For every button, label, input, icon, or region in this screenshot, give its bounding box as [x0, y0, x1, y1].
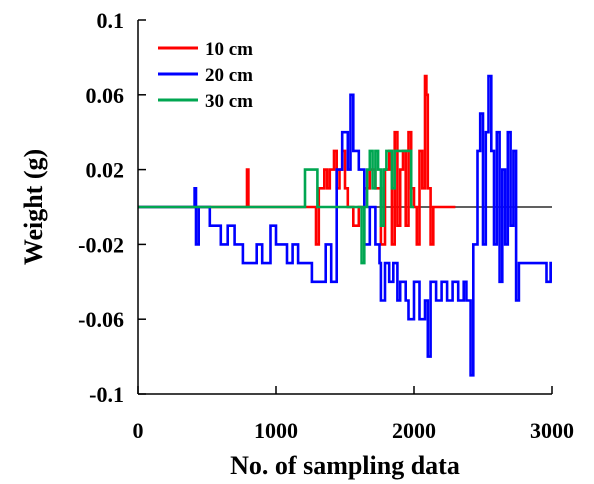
legend-label-2: 30 cm — [205, 91, 253, 112]
legend: 10 cm 20 cm 30 cm — [158, 39, 253, 112]
y-tick-label-0: 0.1 — [97, 8, 125, 33]
plot-area — [138, 74, 552, 377]
y-tick-label-3: -0.02 — [78, 232, 124, 257]
x-axis-title: No. of sampling data — [230, 451, 460, 480]
y-axis-title: Weight (g) — [19, 149, 48, 265]
y-tick-label-4: -0.06 — [78, 307, 124, 332]
x-tick-label-0: 0 — [133, 418, 144, 443]
x-tick-label-3: 3000 — [530, 418, 574, 443]
axes: 0.1 0.06 0.02 -0.02 -0.06 -0.1 0 1000 2000 3000 No… — [19, 8, 574, 480]
y-tick-label-1: 0.06 — [86, 83, 125, 108]
x-tick-label-1: 1000 — [254, 418, 298, 443]
y-tick-label-5: -0.1 — [89, 382, 124, 407]
series-group — [138, 74, 552, 377]
legend-label-1: 20 cm — [205, 65, 253, 86]
legend-label-0: 10 cm — [205, 39, 253, 60]
series-line-2 — [138, 149, 414, 265]
x-tick-label-2: 2000 — [392, 418, 436, 443]
y-tick-label-2: 0.02 — [86, 158, 125, 183]
series-line-1 — [138, 74, 552, 377]
